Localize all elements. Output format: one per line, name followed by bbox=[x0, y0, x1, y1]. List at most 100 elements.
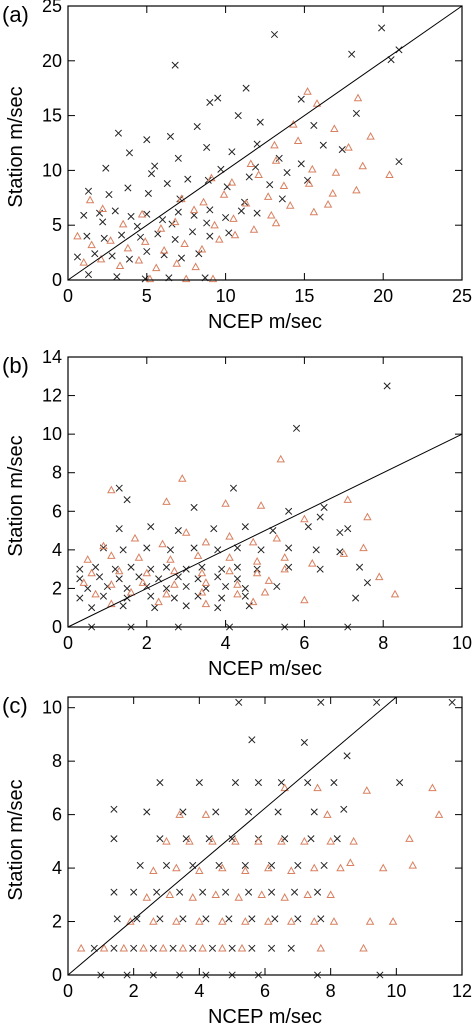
y-tick-label: 6 bbox=[52, 805, 62, 825]
x-axis-label: NCEP m/sec bbox=[208, 658, 322, 680]
y-tick-label: 0 bbox=[52, 270, 62, 290]
x-marker-point bbox=[320, 503, 328, 511]
x-marker-point bbox=[245, 173, 253, 181]
x-marker-point bbox=[84, 584, 92, 592]
triangle-marker-point bbox=[323, 810, 332, 818]
x-marker-point bbox=[95, 573, 104, 581]
x-marker-point bbox=[245, 602, 253, 610]
x-marker-point bbox=[135, 573, 143, 581]
chart-panel-2: 0 2 4 6 8 10 0 2 4 6 8 10 12 14 NCEP m/sec Station m/se… bbox=[2, 347, 472, 680]
x-marker-point bbox=[115, 525, 123, 533]
x-marker-point bbox=[119, 602, 127, 610]
x-marker-point bbox=[108, 252, 116, 260]
triangle-marker-point bbox=[246, 159, 256, 168]
x-marker-point bbox=[159, 216, 167, 224]
x-marker-point bbox=[166, 546, 174, 554]
x-marker-point bbox=[118, 231, 126, 239]
x-marker-point bbox=[127, 563, 135, 571]
x-marker-point bbox=[294, 915, 302, 923]
x-marker-point bbox=[99, 218, 107, 226]
triangle-marker-point bbox=[156, 224, 166, 232]
triangle-marker-point bbox=[328, 188, 338, 197]
x-marker-point bbox=[174, 527, 182, 535]
triangle-marker-point bbox=[264, 863, 273, 872]
triangle-marker-point bbox=[99, 943, 109, 952]
triangle-marker-point bbox=[287, 917, 296, 925]
y-tick-label: 14 bbox=[42, 347, 62, 367]
triangle-marker-point bbox=[336, 863, 345, 872]
triangle-marker-point bbox=[140, 237, 150, 245]
x-marker-point bbox=[214, 94, 222, 102]
x-marker-point bbox=[294, 861, 302, 869]
x-marker-point bbox=[174, 208, 182, 216]
x-tick-label: 25 bbox=[452, 286, 472, 306]
x-marker-point bbox=[153, 888, 161, 896]
triangle-marker-point bbox=[241, 866, 250, 874]
x-marker-point bbox=[174, 154, 182, 162]
x-marker-point bbox=[100, 234, 108, 242]
x-tick-label: 0 bbox=[63, 286, 73, 306]
plot-frame bbox=[67, 356, 463, 628]
x-marker-point bbox=[225, 229, 233, 237]
triangle-marker-point bbox=[215, 235, 224, 243]
triangle-marker-point bbox=[96, 254, 106, 263]
triangle-marker-point bbox=[210, 220, 219, 229]
triangle-marker-point bbox=[230, 230, 240, 239]
triangle-marker-point bbox=[280, 553, 289, 561]
triangle-marker-point bbox=[349, 836, 358, 845]
x-marker-point bbox=[237, 207, 245, 215]
x-marker-point bbox=[330, 778, 338, 787]
x-tick-label: 6 bbox=[260, 981, 270, 1001]
triangle-marker-point bbox=[225, 566, 234, 575]
triangle-marker-point bbox=[178, 474, 187, 482]
x-marker-point bbox=[156, 835, 164, 843]
x-marker-point bbox=[170, 594, 178, 602]
triangle-marker-point bbox=[344, 142, 353, 151]
x-marker-point bbox=[275, 154, 283, 162]
triangle-marker-point bbox=[162, 589, 171, 598]
triangle-marker-point bbox=[313, 783, 322, 792]
triangle-marker-point bbox=[300, 595, 309, 604]
triangle-marker-point bbox=[249, 225, 259, 233]
triangle-marker-point bbox=[170, 217, 180, 226]
x-marker-point bbox=[248, 944, 256, 952]
triangle-marker-point bbox=[310, 917, 319, 925]
triangle-marker-point bbox=[76, 943, 86, 952]
triangle-marker-point bbox=[256, 501, 266, 509]
triangle-marker-point bbox=[264, 917, 273, 925]
x-marker-point bbox=[312, 546, 320, 554]
triangle-marker-point bbox=[166, 555, 175, 563]
triangle-marker-point bbox=[330, 124, 339, 132]
x-marker-point bbox=[270, 30, 279, 39]
triangle-marker-point bbox=[211, 890, 220, 899]
x-marker-point bbox=[317, 698, 325, 706]
triangle-marker-point bbox=[310, 863, 319, 872]
triangle-marker-point bbox=[248, 537, 258, 546]
x-marker-point bbox=[310, 121, 318, 130]
x-marker-point bbox=[202, 915, 210, 923]
triangle-marker-point bbox=[248, 597, 258, 606]
x-marker-point bbox=[352, 594, 360, 602]
triangle-marker-point bbox=[309, 207, 319, 216]
triangle-marker-point bbox=[326, 836, 335, 845]
x-marker-point bbox=[205, 835, 213, 843]
triangle-marker-point bbox=[233, 580, 242, 588]
triangle-marker-point bbox=[106, 236, 115, 244]
triangle-marker-point bbox=[231, 836, 240, 845]
x-marker-point bbox=[338, 146, 346, 154]
x-marker-point bbox=[190, 503, 198, 511]
triangle-marker-point bbox=[201, 599, 211, 608]
x-marker-point bbox=[171, 235, 179, 244]
triangle-marker-point bbox=[300, 836, 309, 845]
x-marker-point bbox=[149, 944, 157, 952]
x-marker-point bbox=[156, 778, 164, 787]
x-marker-point bbox=[348, 50, 356, 58]
triangle-marker-point bbox=[316, 943, 326, 952]
x-marker-point bbox=[202, 584, 210, 592]
x-marker-point bbox=[316, 565, 324, 573]
x-marker-point bbox=[76, 575, 84, 583]
triangle-marker-point bbox=[79, 258, 89, 266]
triangle-marker-point bbox=[126, 917, 135, 925]
triangle-marker-point bbox=[277, 836, 286, 845]
